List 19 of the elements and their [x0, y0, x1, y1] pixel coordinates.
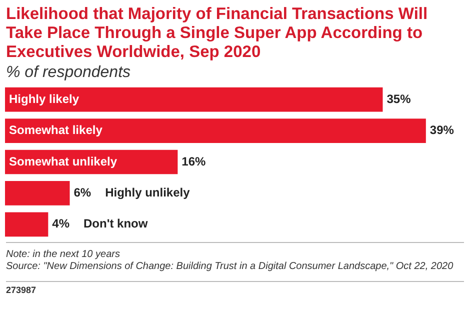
y-tick-label: Somewhat unlikely — [9, 154, 118, 168]
bar — [5, 181, 70, 206]
y-tick-label: Don't know — [84, 216, 148, 231]
chart-subtitle: % of respondents — [6, 64, 132, 82]
bar — [5, 87, 383, 112]
bar — [5, 118, 426, 143]
data-label: 35% — [386, 92, 412, 106]
chart-title: Likelihood that Majority of Financial Transactions Will Take Place Through a Single Super App According to Executives Worldwide, Sep 2020 — [6, 5, 429, 62]
text: 273987 — [6, 281, 464, 295]
text: Note: in the next 10 years — [6, 249, 121, 261]
y-tick-label: Highly likely — [9, 92, 80, 106]
source-note: Source: "New Dimensions of Change: Building Trust in a Digital Consumer Landscape," Oct 22, 2020 — [6, 261, 454, 273]
data-label: 6% — [74, 186, 92, 200]
y-tick-label: Highly unlikely — [105, 186, 190, 200]
data-label: 39% — [430, 123, 454, 138]
y-tick-label: Somewhat likely — [9, 123, 103, 138]
data-label: 16% — [182, 154, 206, 168]
bar — [5, 212, 48, 237]
data-label: 4% — [52, 216, 70, 231]
